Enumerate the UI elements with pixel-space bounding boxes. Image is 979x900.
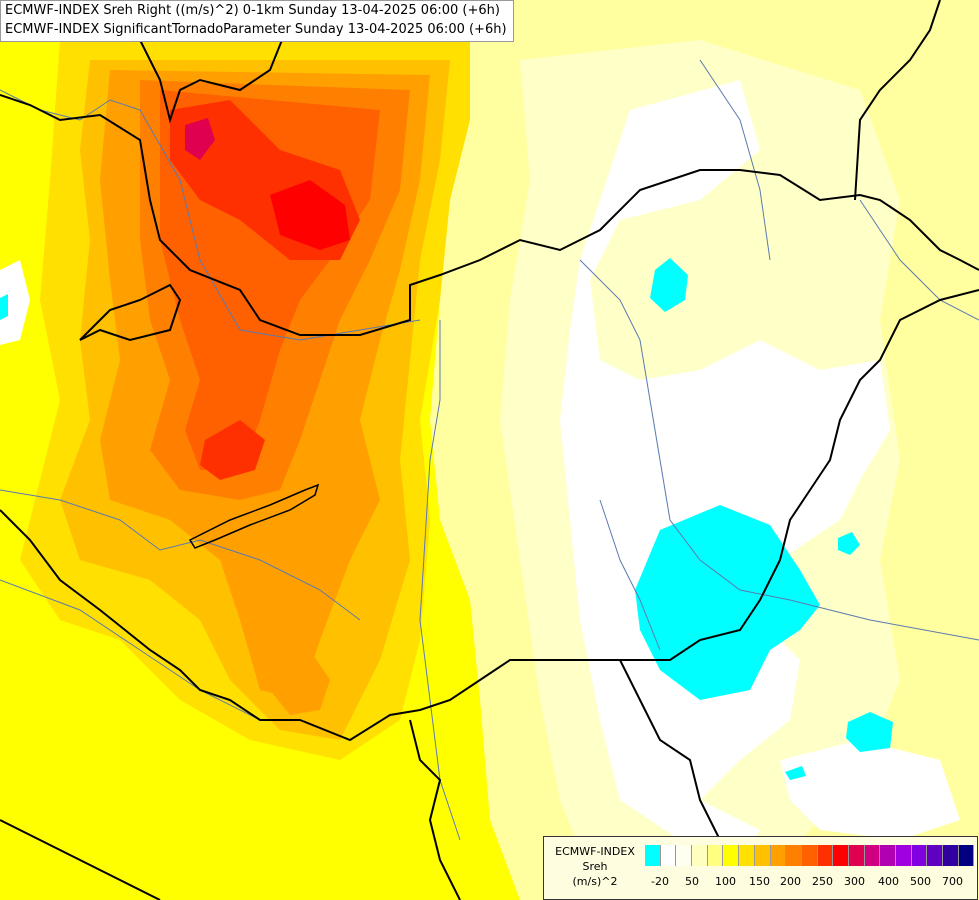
legend-label-line-1: ECMWF-INDEX — [555, 845, 635, 858]
cyan-region-tiny — [0, 294, 8, 320]
legend-tick-label: 150 — [749, 875, 770, 888]
lake-outline — [188, 483, 320, 549]
legend-swatch — [692, 845, 708, 866]
bright-red-core — [270, 180, 350, 250]
cyan-region-north — [650, 258, 688, 312]
legend-swatch — [676, 845, 693, 866]
legend-swatch — [864, 845, 881, 866]
legend-tick-label: 250 — [812, 875, 833, 888]
legend-swatch — [880, 845, 896, 866]
legend-swatch — [707, 845, 724, 866]
legend-swatches — [645, 845, 975, 866]
legend-tick-label: 200 — [780, 875, 801, 888]
legend-swatch — [943, 845, 959, 866]
legend-tick-label: -20 — [651, 875, 669, 888]
map-title-box: ECMWF-INDEX Sreh Right ((m/s)^2) 0-1km S… — [0, 0, 514, 42]
legend-label-line-2: Sreh — [582, 860, 608, 873]
legend-tick-label: 700 — [942, 875, 963, 888]
map-title-line-1: ECMWF-INDEX Sreh Right ((m/s)^2) 0-1km S… — [5, 3, 500, 18]
legend-swatch — [958, 845, 975, 866]
legend-tick-label: 50 — [685, 875, 699, 888]
cyan-region-southeast — [846, 712, 893, 752]
cyan-region-main — [635, 505, 820, 700]
legend-swatch — [770, 845, 787, 866]
cyan-region-small — [785, 766, 806, 780]
white-region — [560, 80, 890, 860]
legend-tick-label: 100 — [715, 875, 736, 888]
white-region-west — [0, 260, 30, 345]
legend-swatch — [754, 845, 771, 866]
legend-swatch — [833, 845, 849, 866]
legend-swatch — [927, 845, 944, 866]
rivers — [0, 59, 979, 841]
legend-swatch — [645, 845, 661, 866]
legend-swatch — [801, 845, 818, 866]
legend-tick-label: 300 — [844, 875, 865, 888]
color-legend: ECMWF-INDEX Sreh (m/s)^2 -20 50 100 150 200 2… — [543, 836, 978, 900]
legend-swatch — [723, 845, 740, 866]
legend-swatch — [660, 845, 677, 866]
legend-tick-label: 500 — [910, 875, 931, 888]
cyan-region-east — [838, 532, 860, 555]
legend-swatch — [817, 845, 834, 866]
legend-tick-label: 400 — [878, 875, 899, 888]
legend-label: ECMWF-INDEX Sreh (m/s)^2 — [548, 844, 642, 889]
legend-label-line-3: (m/s)^2 — [572, 875, 618, 888]
magenta-core — [185, 118, 215, 160]
legend-swatch — [911, 845, 928, 866]
white-region-south — [780, 740, 960, 840]
red-core-center — [200, 420, 265, 480]
legend-swatch — [848, 845, 865, 866]
map-title-line-2: ECMWF-INDEX SignificantTornadoParameter … — [5, 22, 507, 37]
legend-swatch — [896, 845, 912, 866]
legend-swatch — [786, 845, 802, 866]
legend-swatch — [739, 845, 755, 866]
orange-patch-south — [270, 650, 330, 715]
legend-ticks: -20 50 100 150 200 250 300 400 500 700 — [645, 875, 975, 891]
